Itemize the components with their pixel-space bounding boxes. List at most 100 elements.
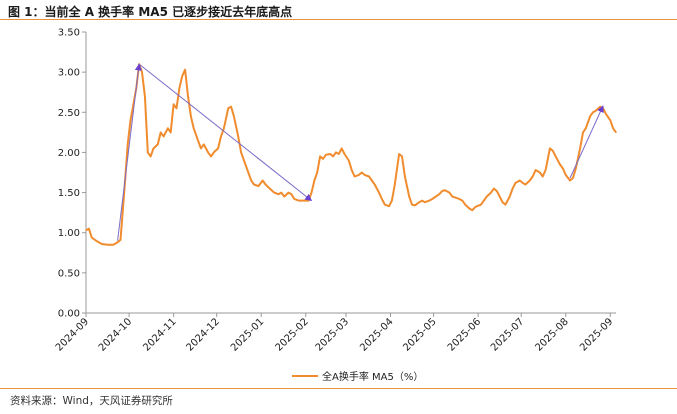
data-point <box>203 143 205 145</box>
x-tick-label: 2025-04 <box>358 316 395 353</box>
data-point <box>257 185 259 187</box>
trend-arrow <box>138 63 313 202</box>
data-point <box>170 131 172 133</box>
data-point <box>112 244 114 246</box>
data-point <box>325 154 327 156</box>
data-point <box>210 155 212 157</box>
data-point <box>595 110 597 112</box>
data-point <box>424 201 426 203</box>
data-point <box>575 167 577 170</box>
data-point <box>552 150 554 152</box>
figure-title: 图 1：当前全 A 换手率 MA5 已逐步接近去年底高点 <box>8 5 293 19</box>
data-point <box>496 190 498 192</box>
data-point <box>230 106 232 108</box>
data-point <box>535 169 537 171</box>
data-point <box>243 159 245 162</box>
data-point <box>247 171 249 174</box>
data-point <box>368 175 370 178</box>
data-point <box>408 196 410 198</box>
data-point <box>438 193 440 195</box>
data-point <box>262 179 264 182</box>
data-point <box>313 179 315 182</box>
data-point <box>569 179 571 182</box>
data-point <box>381 198 383 200</box>
data-point <box>240 151 242 153</box>
data-point <box>529 179 531 182</box>
data-point <box>178 87 180 89</box>
data-point <box>253 183 255 186</box>
data-point <box>511 188 514 190</box>
x-tick-label: 2024-09 <box>54 316 91 353</box>
data-point <box>428 200 430 202</box>
data-point <box>167 127 169 129</box>
data-point <box>486 196 488 198</box>
data-point <box>157 143 159 145</box>
data-point <box>599 106 601 108</box>
data-point <box>163 135 165 137</box>
data-point <box>319 155 321 157</box>
data-point <box>394 183 396 186</box>
data-point <box>237 135 239 137</box>
data-point <box>458 198 460 200</box>
bottom-rule <box>0 388 677 389</box>
x-tick-label: 2024-11 <box>141 316 178 353</box>
x-tick-label: 2025-07 <box>489 316 526 353</box>
series-layer <box>85 63 617 246</box>
data-point <box>200 147 202 149</box>
y-tick-label: 1.50 <box>58 188 80 199</box>
data-point <box>217 147 219 149</box>
data-point <box>207 151 209 153</box>
data-point <box>310 192 313 194</box>
y-axis: 0.00 0.50 1.00 1.50 2.00 2.50 3.00 3.50 <box>58 28 87 320</box>
data-point <box>269 188 271 190</box>
data-point <box>150 155 152 157</box>
data-point <box>141 71 143 73</box>
y-tick-label: 0.50 <box>58 268 80 279</box>
series-line <box>85 63 617 246</box>
data-point <box>615 131 617 133</box>
data-point <box>585 127 587 129</box>
data-point <box>308 200 310 202</box>
data-point <box>117 241 119 243</box>
data-point <box>213 151 215 153</box>
data-point <box>401 155 403 157</box>
data-point <box>101 243 103 245</box>
data-point <box>371 179 373 182</box>
x-tick-label: 2024-10 <box>97 316 134 353</box>
data-point <box>233 115 235 117</box>
annotation-layer <box>117 63 604 241</box>
data-point <box>448 192 450 194</box>
data-point <box>499 196 501 198</box>
data-point <box>364 174 366 176</box>
y-tick-label: 1.00 <box>58 228 80 239</box>
data-point <box>559 163 561 166</box>
data-point <box>322 158 324 160</box>
data-point <box>173 103 175 105</box>
data-point <box>119 239 122 241</box>
data-point <box>152 147 155 149</box>
data-point <box>351 169 353 171</box>
data-point <box>127 143 129 145</box>
data-point <box>542 175 544 178</box>
data-point <box>348 159 350 162</box>
data-point <box>565 174 567 176</box>
data-point <box>354 175 356 178</box>
data-point <box>160 131 162 133</box>
data-point <box>374 183 376 186</box>
x-tick-label: 2025-09 <box>578 316 615 353</box>
data-point <box>298 200 300 202</box>
data-point <box>197 139 199 141</box>
data-point <box>589 115 591 117</box>
legend: 全A换手率 MA5（%） <box>292 370 423 383</box>
data-point <box>404 175 406 178</box>
data-point <box>290 193 292 195</box>
data-point <box>398 153 400 155</box>
data-point <box>147 151 149 153</box>
data-point <box>190 115 192 117</box>
data-point <box>474 206 476 208</box>
data-point <box>193 127 195 129</box>
data-point <box>504 204 506 206</box>
data-point <box>88 228 90 230</box>
data-point <box>605 113 607 115</box>
y-tick-label: 0.00 <box>58 309 80 320</box>
